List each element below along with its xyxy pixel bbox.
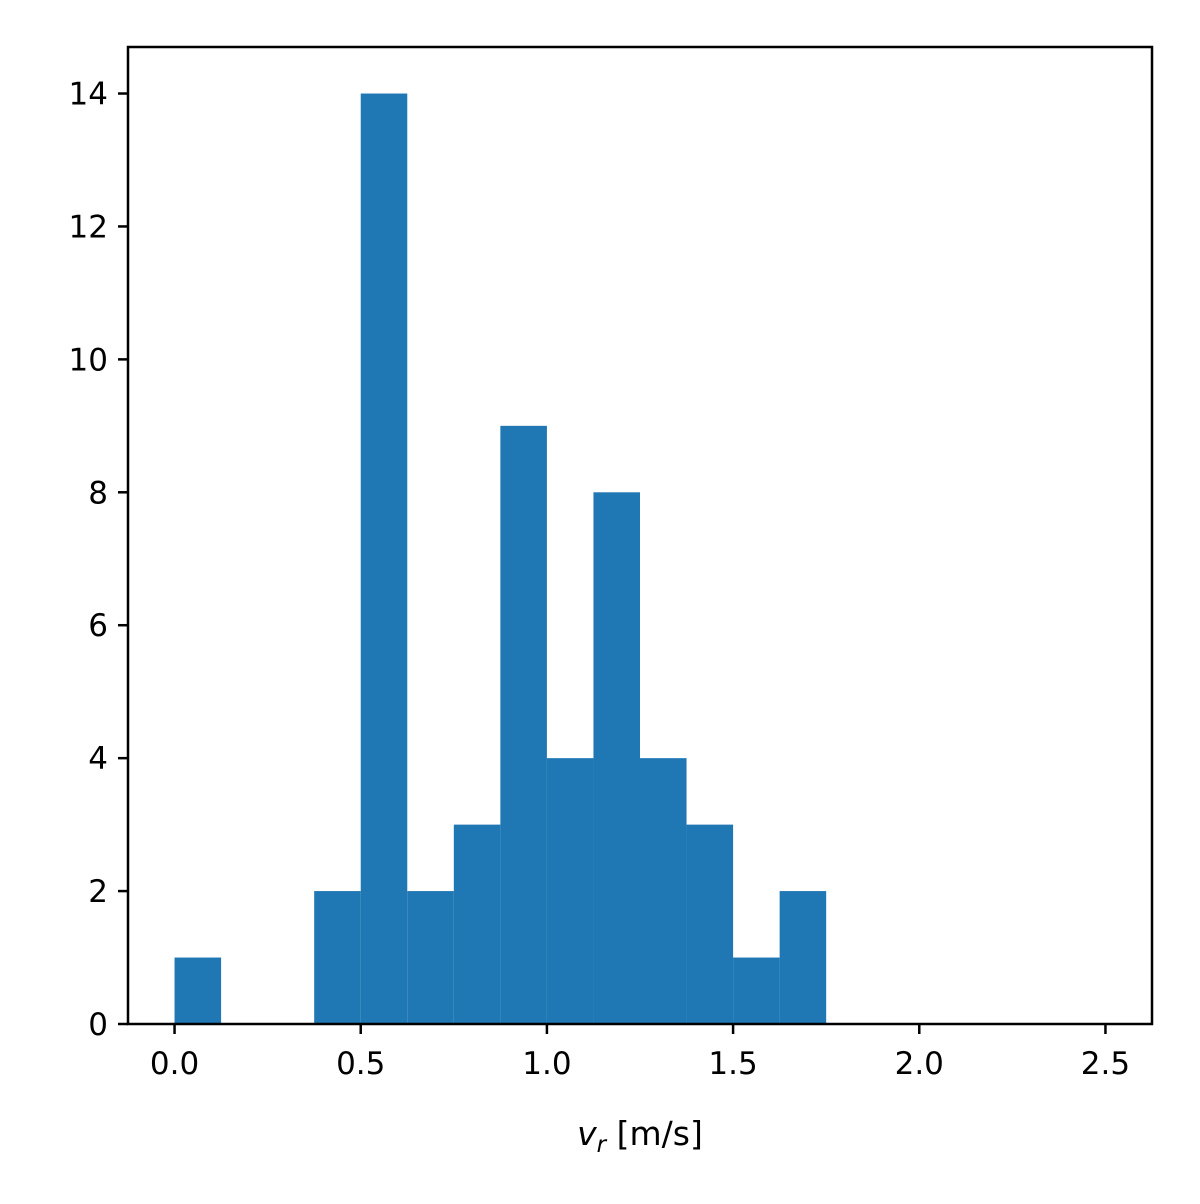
histogram-bar	[733, 957, 780, 1024]
y-tick-label: 0	[88, 1007, 108, 1043]
x-axis-label-symbol: v	[577, 1114, 597, 1153]
histogram-bar	[314, 891, 361, 1024]
plot-frame	[126, 45, 1154, 1026]
histogram-bar	[407, 891, 454, 1024]
histogram-bar	[686, 824, 734, 1024]
y-tick-label: 8	[88, 475, 108, 511]
x-tick-label: 2.0	[895, 1046, 944, 1082]
y-tick-label: 6	[88, 608, 108, 644]
x-tick-label: 0.0	[150, 1046, 199, 1082]
histogram-bar	[500, 425, 547, 1024]
y-tick-label: 2	[88, 874, 108, 910]
y-axis-ticks: 0 2 4 6 8 10 12 14	[69, 77, 128, 1043]
histogram-bar	[546, 758, 594, 1024]
histogram-bar	[174, 957, 222, 1024]
y-tick-label: 12	[69, 209, 108, 245]
y-tick-label: 10	[69, 342, 108, 378]
x-tick-label: 0.5	[336, 1046, 385, 1082]
histogram-bar	[360, 93, 408, 1025]
histogram-bar	[593, 492, 640, 1024]
x-tick-label: 1.0	[522, 1046, 571, 1082]
bars-layer	[174, 93, 827, 1025]
x-tick-label: 2.5	[1081, 1046, 1130, 1082]
x-axis-ticks: 0.0 0.5 1.0 1.5 2.0 2.5	[150, 1024, 1130, 1082]
y-tick-label: 14	[69, 77, 108, 113]
histogram-bar	[640, 758, 687, 1024]
x-axis-label-subscript: r	[597, 1132, 608, 1158]
y-tick-label: 4	[88, 741, 108, 777]
x-axis-label-unit: [m/s]	[606, 1114, 703, 1153]
histogram-bar	[779, 891, 827, 1024]
x-tick-label: 1.5	[708, 1046, 757, 1082]
histogram-bar	[453, 824, 501, 1024]
x-axis-label: vr [m/s]	[577, 1114, 703, 1158]
